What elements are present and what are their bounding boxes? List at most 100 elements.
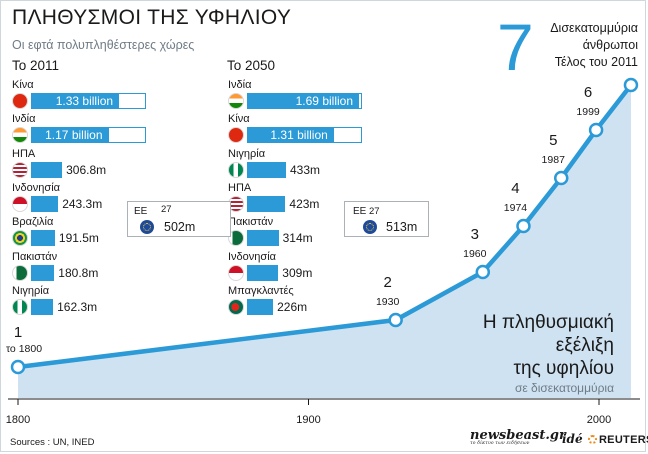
country-row-2050-2: Κίνα 1.31 billion: [228, 113, 418, 147]
country-row-2011-6: Πακιστάν 180.8m: [12, 251, 202, 285]
country-row-2011-3: ΗΠΑ 306.8m: [12, 148, 202, 182]
newsbeast-logo: newsbeast.gr το δίκτυο των ειδήσεων: [470, 428, 566, 446]
eu-2050-value: 513m: [386, 220, 418, 234]
country-row-2011-5: Βραζιλία 191.5m: [12, 216, 202, 250]
nigeria-flag-icon: [228, 161, 244, 178]
chart-subtitle: Οι εφτά πολυπληθέστερες χώρες: [12, 38, 195, 52]
population-bar: [247, 127, 334, 144]
country-row-2011-2: Ινδία 1.17 billion: [12, 113, 202, 147]
india-flag-icon: [228, 93, 244, 109]
data-point-label: 5: [549, 132, 557, 149]
usa-flag-icon: [12, 161, 28, 178]
data-point-marker: [475, 264, 491, 280]
population-value: 162.3m: [57, 299, 98, 314]
data-point-year-label: 1999: [576, 106, 600, 118]
country-row-2050-4: ΗΠΑ 423m: [228, 182, 418, 216]
x-tick-label: 1800: [6, 414, 30, 426]
data-point-year-label: το 1800: [6, 343, 42, 355]
growth-title-line-3: της υφηλίου: [513, 358, 614, 379]
china-flag-icon: [12, 93, 28, 109]
country-name: Νιγηρία: [228, 147, 266, 160]
data-point-marker: [388, 312, 403, 328]
country-name: Πακιστάν: [228, 216, 274, 229]
bangladesh-flag-icon: [228, 298, 244, 315]
eu-2050-count: 27: [369, 206, 380, 217]
country-name: Βραζιλία: [12, 216, 54, 229]
eu-flag-icon: [140, 220, 154, 234]
population-bar: [31, 195, 59, 212]
population-area: [18, 85, 631, 398]
population-value: 226m: [277, 299, 308, 314]
ide-reuters-logo: idé REUTERS: [562, 432, 648, 446]
data-point-year-label: 1960: [463, 248, 487, 260]
country-name: Μπαγκλαντές: [228, 284, 294, 297]
growth-unit: σε δισεκατομμύρια: [514, 381, 614, 395]
sources: Sources : UN, INED: [10, 437, 95, 448]
data-point-year-label: 1974: [504, 202, 528, 214]
population-bar: [31, 298, 54, 315]
country-row-2050-7: Μπαγκλαντές 226m: [228, 285, 418, 319]
ranking-2050-title: Το 2050: [227, 58, 276, 73]
country-name: ΗΠΑ: [12, 147, 36, 160]
country-row-2011-1: Κίνα 1.33 billion: [12, 79, 202, 113]
population-bar-frame: [31, 93, 146, 109]
indonesia-flag-icon: [12, 195, 28, 212]
headline-line-2: άνθρωποι: [582, 38, 638, 52]
china-flag-icon: [228, 127, 244, 144]
brazil-flag-icon: [12, 230, 28, 247]
country-row-2050-5: Πακιστάν 314m: [228, 216, 418, 250]
country-name: ΗΠΑ: [228, 181, 252, 194]
population-bar-frame: [247, 93, 362, 109]
country-row-2011-7: Νιγηρία 162.3m: [12, 285, 202, 319]
population-value: 191.5m: [58, 231, 99, 246]
population-bar-frame: [247, 127, 362, 144]
population-bar: [31, 161, 63, 178]
population-bar: [247, 298, 274, 315]
eu-2050-label: ΕΕ: [353, 206, 367, 217]
country-name: Ινδονησία: [228, 250, 277, 263]
data-point-label: 4: [511, 180, 519, 197]
data-point-marker: [588, 122, 604, 138]
reuters-logo-text: REUTERS: [598, 434, 648, 446]
population-bar: [31, 264, 55, 281]
chart-title: ΠΛΗΘΥΣΜΟΙ ΤΗΣ ΥΦΗΛΙΟΥ: [12, 6, 292, 29]
country-row-2050-6: Ινδονησία 309m: [228, 251, 418, 285]
population-value: 306.8m: [66, 162, 107, 177]
country-name: Ινδονησία: [12, 181, 61, 194]
population-bar: [247, 161, 286, 178]
country-row-2050-1: Ινδία 1.69 billion: [228, 79, 418, 113]
eu-2011-box: ΕΕ 27 502m: [127, 201, 231, 237]
data-point-marker: [553, 170, 569, 186]
headline-line-1: Δισεκατομμύρια: [550, 21, 638, 35]
data-points: 1 το 1800 2 1930 3 1960 4 1974 5 1987 6 1999: [6, 77, 639, 375]
ide-logo-text: idé: [562, 432, 583, 446]
eu-2011-value: 502m: [164, 220, 196, 234]
population-value: 180.8m: [58, 265, 99, 280]
population-value: 1.17 billion: [45, 128, 103, 143]
x-tick-label: 1900: [296, 414, 320, 426]
eu-2011-label: ΕΕ: [134, 206, 148, 217]
population-bar: [247, 230, 279, 247]
country-row-2050-3: Νιγηρία 433m: [228, 148, 418, 182]
data-point-label: 2: [383, 274, 391, 291]
population-value: 433m: [290, 162, 321, 177]
growth-title-line-1: Η πληθυσμιακή: [482, 312, 614, 333]
data-point-year-label: 1930: [376, 296, 400, 308]
reuters-dots-icon: [587, 435, 597, 444]
population-bar: [247, 195, 286, 212]
population-bar: [247, 93, 359, 109]
growth-title-line-2: εξέλιξη: [555, 335, 614, 356]
data-point-label: 1: [14, 324, 22, 341]
population-value: 423m: [289, 196, 320, 211]
country-name: Νιγηρία: [12, 284, 50, 297]
data-point-marker: [516, 218, 531, 234]
x-tick-label: 2000: [587, 414, 611, 426]
population-value: 1.31 billion: [270, 128, 328, 143]
pakistan-flag-icon: [12, 264, 28, 281]
data-point-marker: [10, 359, 26, 375]
country-row-2011-4: Ινδονησία 243.3m: [12, 182, 202, 216]
nigeria-flag-icon: [12, 298, 28, 315]
data-point-marker: [623, 77, 639, 93]
